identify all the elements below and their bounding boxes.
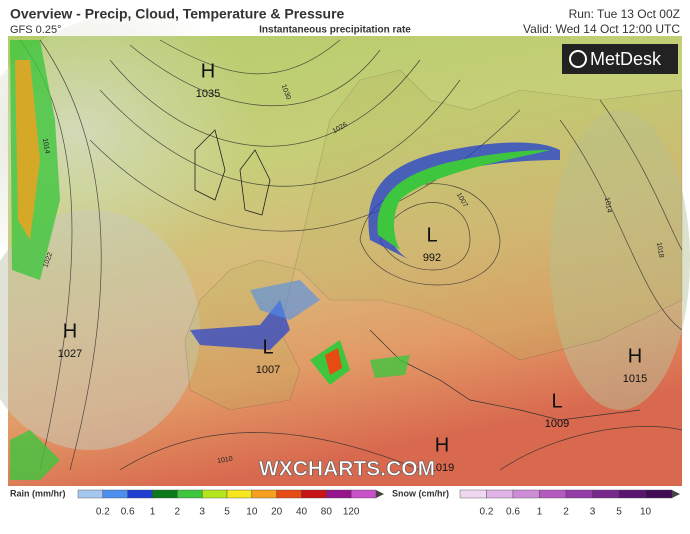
- system-type: L: [262, 336, 273, 358]
- rain-legend-swatch: [350, 489, 377, 499]
- system-pressure: 1027: [58, 348, 82, 360]
- snow-legend-swatch: [459, 489, 487, 499]
- rain-legend-swatch: [201, 489, 228, 499]
- rain-legend-tick: 20: [271, 507, 283, 518]
- rain-legend-swatch: [127, 489, 153, 499]
- snow-legend-tick: 0.6: [506, 507, 520, 518]
- rain-legend-tick: 1: [150, 507, 156, 518]
- rain-legend-tick: 120: [343, 507, 360, 518]
- snow-legend-tick: 10: [640, 507, 652, 518]
- rain-legend-swatch: [177, 489, 203, 499]
- system-type: L: [426, 224, 437, 246]
- valid-time: Valid: Wed 14 Oct 12:00 UTC: [523, 22, 680, 36]
- rain-legend-swatch: [226, 489, 253, 499]
- run-time: Run: Tue 13 Oct 00Z: [569, 7, 680, 21]
- system-pressure: 1019: [430, 462, 454, 474]
- cloud: [550, 110, 690, 410]
- rain-legend-tick: 3: [199, 507, 205, 518]
- isobar-label: 1018: [655, 242, 665, 259]
- snow-legend-swatch: [565, 489, 593, 499]
- rain-legend-tick: 0.6: [121, 507, 135, 518]
- rain-legend-swatch: [102, 489, 128, 499]
- rain-legend-label: Rain (mm/hr): [10, 488, 66, 498]
- isobar-label: 1014: [603, 197, 613, 214]
- snow-legend-tick: 0.2: [480, 507, 494, 518]
- system-pressure: 992: [423, 252, 441, 264]
- isobar-label: 1014: [41, 138, 51, 155]
- snow-legend-tick: 1: [537, 507, 543, 518]
- snow-legend-swatch: [486, 489, 514, 499]
- rain-legend-arrow: [376, 490, 384, 498]
- snow-legend-swatch: [539, 489, 567, 499]
- snow-legend-arrow: [672, 490, 680, 498]
- map: H 1035 H 1027 L 1007 L 992 H 1015 L 1009 H 1019 1030 1…: [0, 10, 690, 486]
- rain-legend-swatch: [251, 489, 277, 499]
- rain-legend-swatch: [301, 489, 327, 499]
- snow-legend-tick: 5: [616, 507, 622, 518]
- rain-legend-swatch: [276, 489, 302, 499]
- rain-legend-tick: 40: [296, 507, 308, 518]
- snow-legend-swatch: [618, 489, 646, 499]
- rain-legend-swatch: [77, 489, 104, 499]
- system-type: H: [435, 434, 449, 456]
- rain-legend-swatch: [326, 489, 352, 499]
- cloud: [0, 210, 200, 450]
- snow-legend-tick: 2: [563, 507, 569, 518]
- rain-legend-tick: 5: [224, 507, 230, 518]
- snow-legend-swatch: [645, 489, 673, 499]
- rain-legend-tick: 10: [246, 507, 258, 518]
- snow-legend-label: Snow (cm/hr): [392, 488, 449, 498]
- brand-logo: [569, 50, 587, 68]
- brand-name: MetDesk: [590, 49, 662, 69]
- rain-legend-tick: 2: [175, 507, 181, 518]
- isobar-label: 1022: [42, 252, 54, 269]
- system-pressure: 1007: [256, 364, 280, 376]
- snow-legend-swatch: [592, 489, 620, 499]
- isobar-label: 1030: [280, 84, 292, 101]
- coastline: [194, 129, 271, 216]
- subtitle: Instantaneous precipitation rate: [259, 25, 411, 36]
- system-type: H: [63, 320, 77, 342]
- system-pressure: 1035: [196, 88, 220, 100]
- precipitation: [10, 40, 560, 480]
- system-pressure: 1009: [545, 418, 569, 430]
- system-type: H: [201, 60, 215, 82]
- snow-legend-swatch: [512, 489, 540, 499]
- system-pressure: 1015: [623, 373, 647, 385]
- snow-legend-tick: 3: [590, 507, 596, 518]
- rain-legend-tick: 0.2: [96, 507, 110, 518]
- watermark: WXCHARTS.COM: [259, 458, 435, 481]
- rain-legend-tick: 80: [321, 507, 333, 518]
- system-type: L: [551, 390, 562, 412]
- model: GFS 0.25°: [10, 24, 61, 36]
- isobar-label: 1010: [217, 456, 234, 466]
- system-type: H: [628, 345, 642, 367]
- title: Overview - Precip, Cloud, Temperature & …: [10, 6, 345, 22]
- brand-badge: [562, 44, 678, 74]
- rain-legend-swatch: [152, 489, 178, 499]
